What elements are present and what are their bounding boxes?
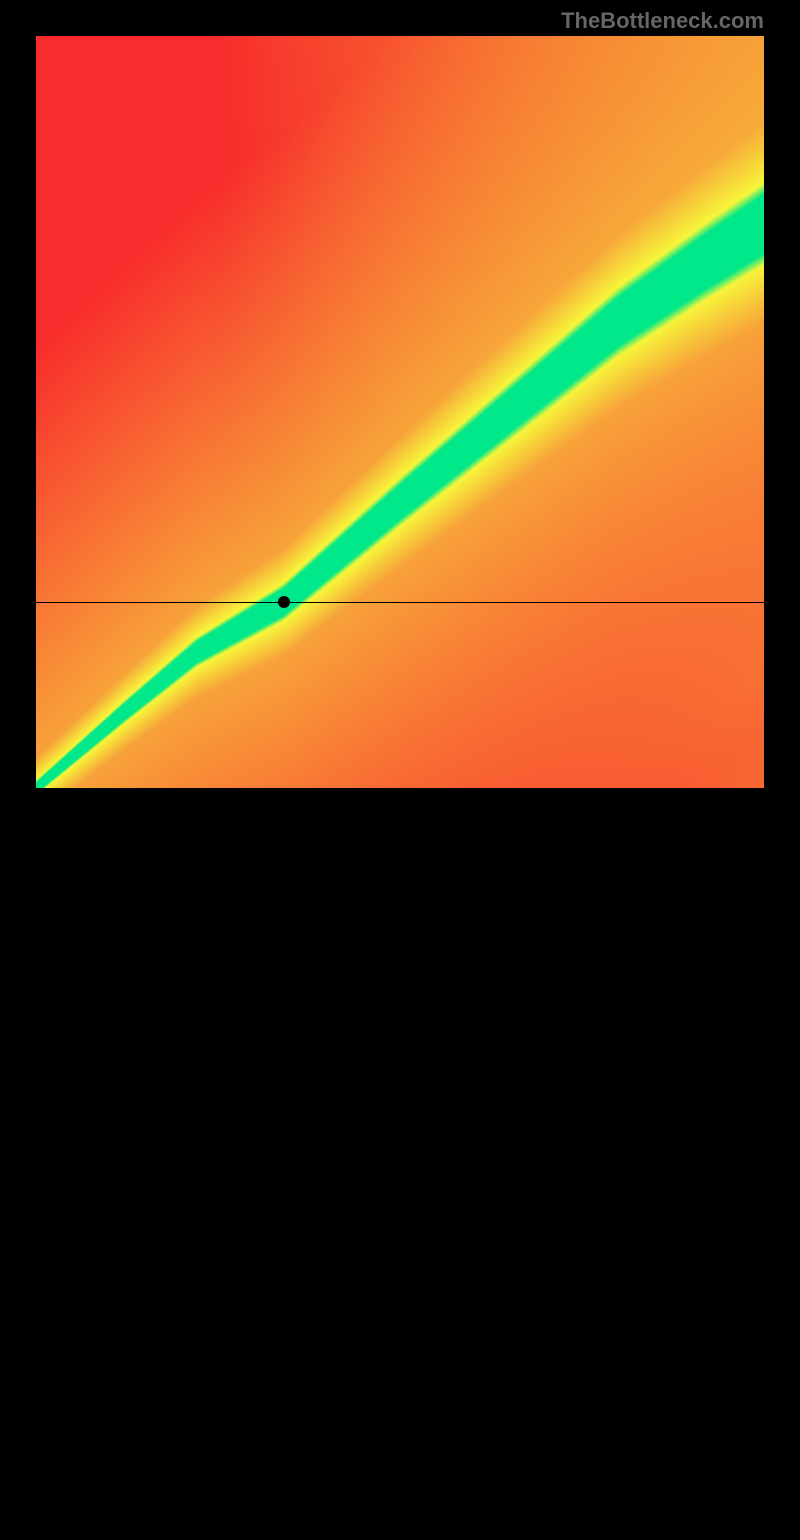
heatmap-canvas [36,36,764,788]
crosshair-vertical [284,788,285,1540]
watermark-text: TheBottleneck.com [561,8,764,34]
selection-marker[interactable] [278,596,290,608]
crosshair-horizontal [36,602,764,603]
chart-container: { "watermark": { "text": "TheBottleneck.… [0,0,800,800]
heatmap-plot[interactable] [36,36,764,788]
